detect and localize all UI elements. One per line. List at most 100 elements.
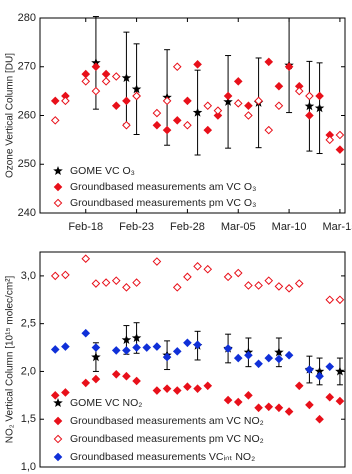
diamond-marker [223, 344, 233, 353]
legend-marker [53, 452, 63, 462]
diamond-marker [61, 388, 70, 397]
diamond-marker [305, 91, 314, 101]
diamond-marker [172, 62, 182, 72]
diamond-marker [183, 96, 192, 106]
diamond-marker [152, 257, 162, 266]
x-tick-label: Mar-05 [221, 221, 256, 233]
diamond-marker [244, 111, 253, 120]
x-tick-label: Mar-10 [272, 221, 307, 233]
diamond-marker [335, 130, 345, 140]
diamond-marker [274, 354, 284, 364]
x-tick-label: Feb-23 [119, 221, 154, 233]
star-marker [274, 347, 284, 357]
diamond-marker [264, 353, 274, 363]
diamond-marker [142, 343, 152, 352]
diamond-marker [101, 77, 111, 86]
diamond-marker [132, 278, 141, 287]
diamond-marker [335, 295, 345, 305]
diamond-marker [203, 101, 213, 111]
legend-marker [53, 398, 63, 407]
diamond-marker [233, 77, 243, 86]
diamond-marker [162, 352, 172, 362]
diamond-marker [213, 106, 223, 115]
diamond-marker [81, 254, 91, 263]
diamond-marker [91, 86, 101, 96]
legend-label: Groundbased measurements pm VC O₃ [70, 197, 256, 209]
diamond-marker [91, 374, 101, 384]
diamond-marker [284, 407, 294, 416]
diamond-marker [315, 371, 324, 381]
diamond-marker [254, 403, 263, 413]
legend-marker [53, 198, 63, 208]
diamond-marker [50, 271, 60, 281]
legend-marker [53, 182, 63, 192]
diamond-marker [264, 57, 274, 67]
diamond-marker [111, 276, 121, 285]
x-tick-label: Mar-15 [322, 221, 352, 233]
legend-label: Groundbased measurements am VC NO₂ [70, 415, 264, 427]
diamond-marker [122, 371, 131, 381]
diamond-marker [284, 350, 294, 360]
diamond-marker [132, 343, 141, 352]
diamond-marker [172, 283, 182, 292]
star-marker [131, 333, 142, 342]
diamond-marker [122, 120, 131, 130]
star-marker [335, 366, 345, 376]
diamond-marker [325, 362, 335, 371]
diamond-marker [264, 402, 274, 412]
diamond-marker [101, 278, 111, 287]
y-axis-label: Ozone Vertical Column [DU] [5, 53, 16, 178]
diamond-marker [244, 101, 253, 111]
diamond-marker [91, 343, 101, 352]
diamond-marker [122, 346, 131, 355]
diamond-marker [315, 414, 324, 424]
diamond-marker [183, 382, 192, 392]
diamond-marker [244, 281, 253, 290]
y-tick-label: 240 [18, 207, 36, 219]
legend-label: Groundbased measurements am VC O₃ [70, 181, 256, 193]
y-tick-label: 2,0 [21, 365, 36, 377]
diamond-marker [305, 365, 314, 374]
diamond-marker [203, 264, 213, 274]
diamond-marker [223, 272, 233, 282]
diamond-marker [61, 270, 70, 280]
diamond-marker [111, 346, 121, 355]
star-marker [91, 57, 101, 67]
star-marker [223, 96, 233, 106]
diamond-marker [305, 400, 314, 410]
legend-label: Groundbased measurements VCᵢₙₜ NO₂ [70, 451, 255, 463]
diamond-marker [325, 392, 335, 402]
star-marker [121, 334, 132, 344]
legend-marker [53, 434, 63, 444]
plot-frame [39, 251, 346, 468]
diamond-marker [233, 353, 243, 363]
star-marker [314, 366, 325, 376]
diamond-marker [254, 96, 263, 106]
y-tick-label: 280 [18, 12, 36, 24]
diamond-marker [81, 69, 91, 79]
diamond-marker [122, 96, 131, 106]
diamond-marker [294, 279, 304, 288]
star-marker [314, 103, 325, 113]
diamond-marker [264, 276, 274, 285]
y-tick-label: 1,0 [21, 461, 36, 473]
diamond-marker [315, 91, 324, 101]
legend-label: GOME VC NO₂ [70, 397, 142, 409]
diamond-marker [274, 81, 284, 91]
star-marker [304, 101, 315, 111]
diamond-marker [203, 125, 213, 135]
diamond-marker [122, 283, 131, 292]
y-tick-label: 250 [18, 158, 36, 170]
diamond-marker [152, 108, 162, 118]
diamond-marker [172, 347, 182, 356]
diamond-marker [132, 91, 141, 101]
diamond-marker [284, 62, 294, 72]
diamond-marker [172, 116, 182, 125]
diamond-marker [152, 386, 162, 395]
diamond-marker [223, 395, 233, 405]
diamond-marker [162, 96, 172, 106]
diamond-marker [183, 120, 192, 130]
diamond-marker [193, 262, 202, 271]
diamond-marker [101, 69, 111, 79]
y-tick-label: 260 [18, 109, 36, 121]
